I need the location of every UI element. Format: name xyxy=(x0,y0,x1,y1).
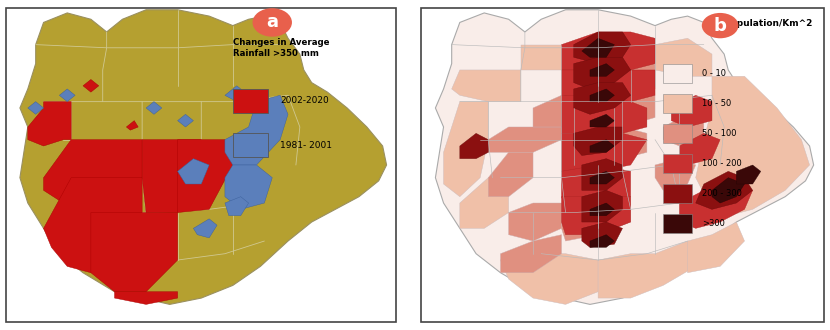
Text: Changes in Average
Rainfall >350 mm: Changes in Average Rainfall >350 mm xyxy=(232,38,330,58)
Polygon shape xyxy=(115,292,178,304)
Polygon shape xyxy=(598,64,655,95)
Polygon shape xyxy=(509,203,562,241)
Polygon shape xyxy=(590,114,614,127)
Polygon shape xyxy=(521,45,598,70)
Polygon shape xyxy=(443,102,488,197)
Polygon shape xyxy=(27,102,44,114)
FancyBboxPatch shape xyxy=(663,184,691,203)
Polygon shape xyxy=(562,197,631,241)
Polygon shape xyxy=(500,254,598,304)
Polygon shape xyxy=(696,171,753,209)
Polygon shape xyxy=(193,219,217,238)
Polygon shape xyxy=(671,95,712,127)
Polygon shape xyxy=(44,140,142,213)
Polygon shape xyxy=(44,178,142,273)
Polygon shape xyxy=(582,222,622,248)
Polygon shape xyxy=(582,38,614,57)
Polygon shape xyxy=(83,80,99,92)
Polygon shape xyxy=(225,86,245,102)
Polygon shape xyxy=(590,140,614,152)
Text: 1981- 2001: 1981- 2001 xyxy=(280,141,332,150)
Polygon shape xyxy=(590,203,614,216)
FancyBboxPatch shape xyxy=(232,89,268,113)
Text: 0 - 10: 0 - 10 xyxy=(702,69,725,78)
Polygon shape xyxy=(452,70,521,102)
Polygon shape xyxy=(562,133,647,171)
Polygon shape xyxy=(178,114,193,127)
Text: 200 - 300: 200 - 300 xyxy=(702,189,742,198)
Ellipse shape xyxy=(252,8,292,37)
Polygon shape xyxy=(663,114,704,146)
Polygon shape xyxy=(574,82,631,114)
Text: >300: >300 xyxy=(702,219,725,228)
Polygon shape xyxy=(590,89,614,102)
Polygon shape xyxy=(680,184,753,228)
FancyBboxPatch shape xyxy=(663,154,691,173)
Polygon shape xyxy=(500,235,562,273)
FancyBboxPatch shape xyxy=(663,64,691,82)
Polygon shape xyxy=(574,32,631,64)
Text: 50 - 100: 50 - 100 xyxy=(702,129,736,138)
Polygon shape xyxy=(178,159,209,184)
Polygon shape xyxy=(696,76,809,216)
Polygon shape xyxy=(562,102,598,127)
Polygon shape xyxy=(574,57,631,89)
Polygon shape xyxy=(590,171,614,184)
FancyBboxPatch shape xyxy=(6,8,397,322)
Polygon shape xyxy=(225,197,249,216)
Polygon shape xyxy=(533,95,598,127)
Text: 10 - 50: 10 - 50 xyxy=(702,99,731,108)
Text: a: a xyxy=(266,14,278,31)
Polygon shape xyxy=(680,133,720,165)
Text: b: b xyxy=(714,16,726,35)
FancyBboxPatch shape xyxy=(663,94,691,113)
Ellipse shape xyxy=(702,13,739,38)
Polygon shape xyxy=(460,178,509,228)
FancyBboxPatch shape xyxy=(663,124,691,143)
Polygon shape xyxy=(562,197,631,235)
Polygon shape xyxy=(488,152,533,197)
Polygon shape xyxy=(460,133,488,159)
Polygon shape xyxy=(178,140,232,213)
Polygon shape xyxy=(225,165,272,209)
Polygon shape xyxy=(598,241,696,298)
Polygon shape xyxy=(582,159,622,190)
Polygon shape xyxy=(590,64,614,76)
Polygon shape xyxy=(225,95,288,165)
Polygon shape xyxy=(27,102,71,146)
Polygon shape xyxy=(598,127,647,159)
Polygon shape xyxy=(562,70,655,102)
Polygon shape xyxy=(574,127,622,155)
Polygon shape xyxy=(655,159,696,190)
Polygon shape xyxy=(562,165,631,209)
Polygon shape xyxy=(562,95,647,133)
Polygon shape xyxy=(20,10,387,304)
Text: 2002-2020: 2002-2020 xyxy=(280,96,329,105)
Polygon shape xyxy=(60,89,75,102)
Polygon shape xyxy=(562,32,655,70)
Polygon shape xyxy=(712,178,745,203)
Polygon shape xyxy=(598,95,655,127)
Polygon shape xyxy=(142,140,202,213)
Polygon shape xyxy=(655,38,712,76)
Polygon shape xyxy=(126,121,138,130)
FancyBboxPatch shape xyxy=(663,214,691,233)
FancyBboxPatch shape xyxy=(232,133,268,157)
FancyBboxPatch shape xyxy=(421,8,824,322)
Polygon shape xyxy=(91,213,178,292)
Polygon shape xyxy=(736,165,761,184)
Polygon shape xyxy=(582,190,622,222)
Polygon shape xyxy=(687,222,745,273)
Text: 100 - 200: 100 - 200 xyxy=(702,159,741,168)
Text: Population/Km^2: Population/Km^2 xyxy=(725,19,813,28)
Polygon shape xyxy=(436,10,813,304)
Polygon shape xyxy=(488,127,562,152)
Polygon shape xyxy=(590,235,614,248)
Polygon shape xyxy=(146,102,162,114)
